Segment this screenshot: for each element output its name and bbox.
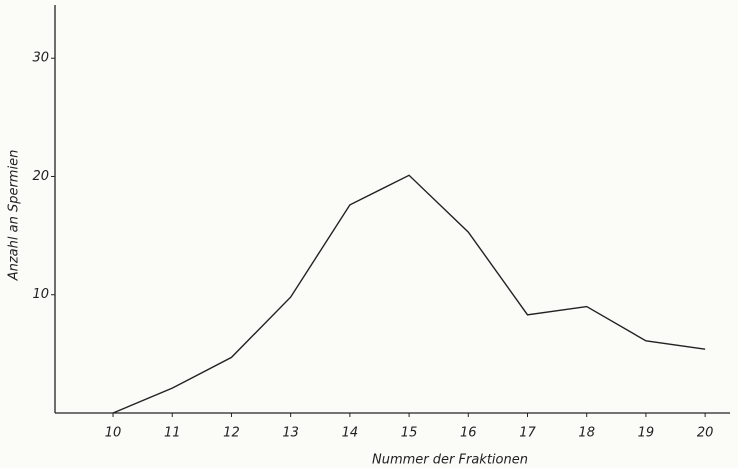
- x-tick-label: 16: [460, 426, 477, 441]
- data-line: [112, 174, 706, 414]
- y-tick-label: 10: [32, 287, 49, 302]
- x-tick-label: 20: [697, 426, 714, 441]
- x-tick-label: 11: [164, 426, 181, 441]
- x-tick-label: 18: [578, 426, 595, 441]
- x-tick-label: 15: [401, 426, 418, 441]
- x-tick-label: 17: [519, 426, 536, 441]
- x-tick-label: 12: [223, 426, 240, 441]
- x-tick-label: 14: [342, 426, 359, 441]
- y-tick-label: 20: [32, 169, 49, 184]
- y-tick-label: 30: [32, 51, 49, 66]
- x-tick-label: 13: [282, 426, 299, 441]
- x-tick-label: 19: [638, 426, 655, 441]
- y-axis-label: Anzahl an Spermien: [7, 150, 22, 282]
- x-axis-label: Nummer der Fraktionen: [372, 453, 528, 468]
- x-tick-label: 10: [105, 426, 122, 441]
